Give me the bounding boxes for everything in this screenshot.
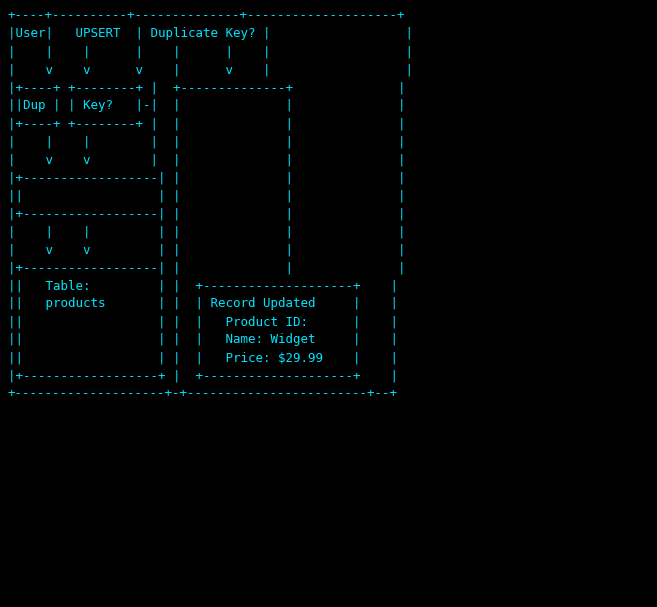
Text: +----+----------+--------------+--------------------+
|User|   UPSERT  | Duplica: +----+----------+--------------+--------… — [8, 9, 413, 400]
